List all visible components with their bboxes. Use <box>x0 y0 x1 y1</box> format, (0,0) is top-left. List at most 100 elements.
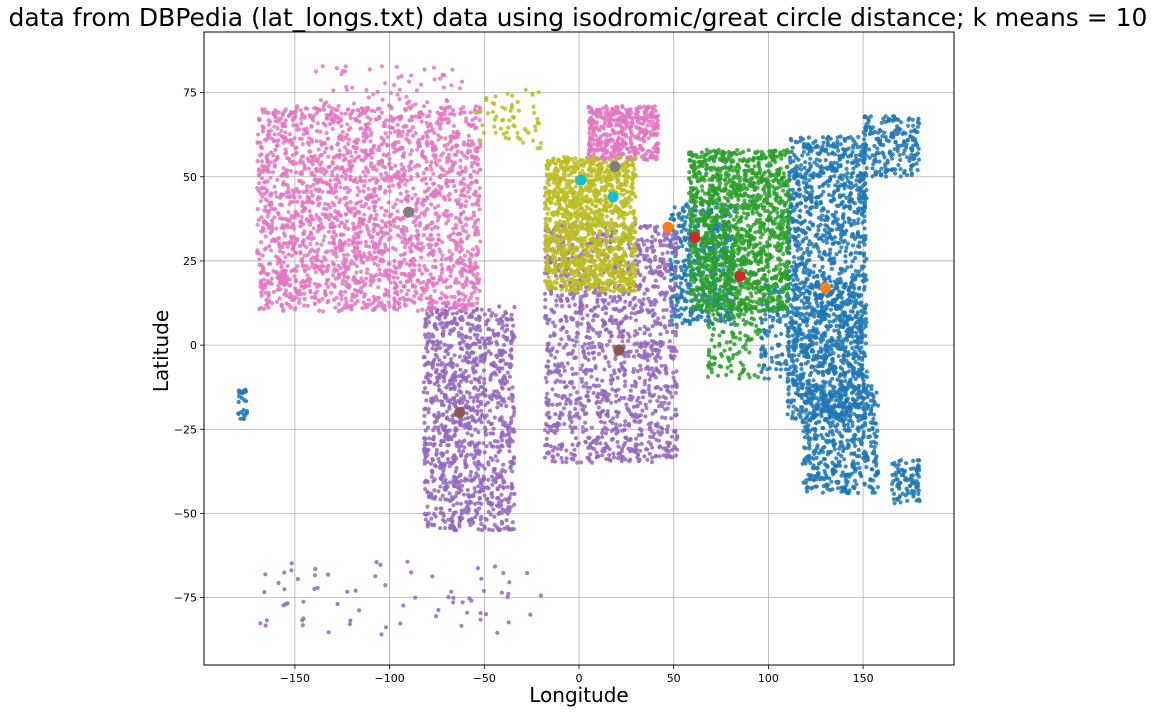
data-point <box>814 300 819 305</box>
data-point <box>880 134 885 139</box>
data-point <box>915 481 921 486</box>
data-point <box>743 280 748 286</box>
data-point <box>793 416 798 421</box>
data-point <box>729 159 734 165</box>
data-point <box>699 262 704 267</box>
data-point <box>837 157 843 162</box>
data-point <box>716 166 721 171</box>
data-point <box>766 252 771 257</box>
data-point <box>732 285 737 291</box>
data-point <box>832 385 837 390</box>
data-point <box>817 384 822 389</box>
data-point <box>866 120 871 125</box>
data-point <box>853 250 858 255</box>
data-point <box>706 311 711 316</box>
data-point <box>887 117 892 122</box>
data-point <box>795 358 800 363</box>
data-point <box>779 331 784 337</box>
data-point <box>786 277 791 282</box>
data-point <box>431 334 436 339</box>
data-point <box>811 325 816 331</box>
data-point <box>856 134 861 140</box>
data-point <box>716 243 721 248</box>
data-point <box>848 413 853 418</box>
data-point <box>838 236 844 242</box>
data-point <box>720 261 725 266</box>
data-point <box>690 154 695 159</box>
data-point <box>679 217 685 222</box>
data-point <box>835 222 840 227</box>
data-point <box>823 158 828 163</box>
data-point <box>759 320 765 325</box>
data-point <box>808 311 814 316</box>
data-point <box>691 317 696 322</box>
data-point <box>839 245 844 250</box>
data-point <box>507 374 512 379</box>
data-point <box>774 195 779 200</box>
data-point <box>725 191 730 197</box>
data-point <box>847 199 852 204</box>
data-point <box>835 285 840 290</box>
data-point <box>800 385 805 390</box>
data-point <box>843 259 848 264</box>
data-point <box>875 428 880 433</box>
data-point <box>778 166 783 171</box>
data-point <box>838 318 843 323</box>
data-point <box>740 203 745 208</box>
data-point <box>793 341 798 346</box>
data-point <box>241 416 247 422</box>
data-point <box>821 251 826 256</box>
data-point <box>700 296 705 302</box>
data-point <box>871 162 876 167</box>
data-point <box>746 243 752 248</box>
data-point <box>842 186 847 191</box>
data-point <box>756 309 761 314</box>
data-point <box>731 204 736 209</box>
data-point <box>738 330 743 335</box>
data-point <box>769 276 775 281</box>
data-point <box>870 486 875 491</box>
data-point <box>510 385 515 390</box>
data-point <box>748 228 753 233</box>
data-point <box>855 207 861 212</box>
data-point <box>829 235 834 241</box>
data-point <box>805 249 810 255</box>
data-point <box>700 241 705 246</box>
data-point <box>830 144 836 149</box>
data-point <box>767 329 772 334</box>
data-point <box>718 289 723 294</box>
data-point <box>810 222 815 227</box>
data-point <box>860 220 865 225</box>
data-point <box>869 444 874 449</box>
data-point <box>917 458 922 463</box>
data-point <box>789 315 794 320</box>
data-point <box>772 189 777 194</box>
data-point <box>747 206 752 211</box>
data-point <box>730 242 735 247</box>
data-point <box>893 139 898 145</box>
data-point <box>730 332 735 337</box>
data-point <box>818 339 824 344</box>
data-point <box>827 379 833 384</box>
data-point <box>803 270 808 275</box>
data-point <box>691 279 697 285</box>
data-point <box>815 353 820 358</box>
data-point <box>793 264 798 269</box>
data-point <box>832 328 837 333</box>
data-point <box>915 167 920 173</box>
data-point <box>814 280 820 285</box>
data-point <box>897 495 902 500</box>
data-point <box>813 368 818 373</box>
data-point <box>827 438 832 443</box>
data-point <box>741 239 746 244</box>
data-point <box>903 131 908 136</box>
data-point <box>781 314 787 319</box>
data-point <box>751 245 756 250</box>
data-point <box>797 187 802 192</box>
data-point <box>450 311 455 316</box>
data-point <box>894 117 899 122</box>
data-point <box>727 281 732 286</box>
data-point <box>903 493 908 498</box>
data-point <box>766 256 772 262</box>
data-point <box>797 215 803 220</box>
